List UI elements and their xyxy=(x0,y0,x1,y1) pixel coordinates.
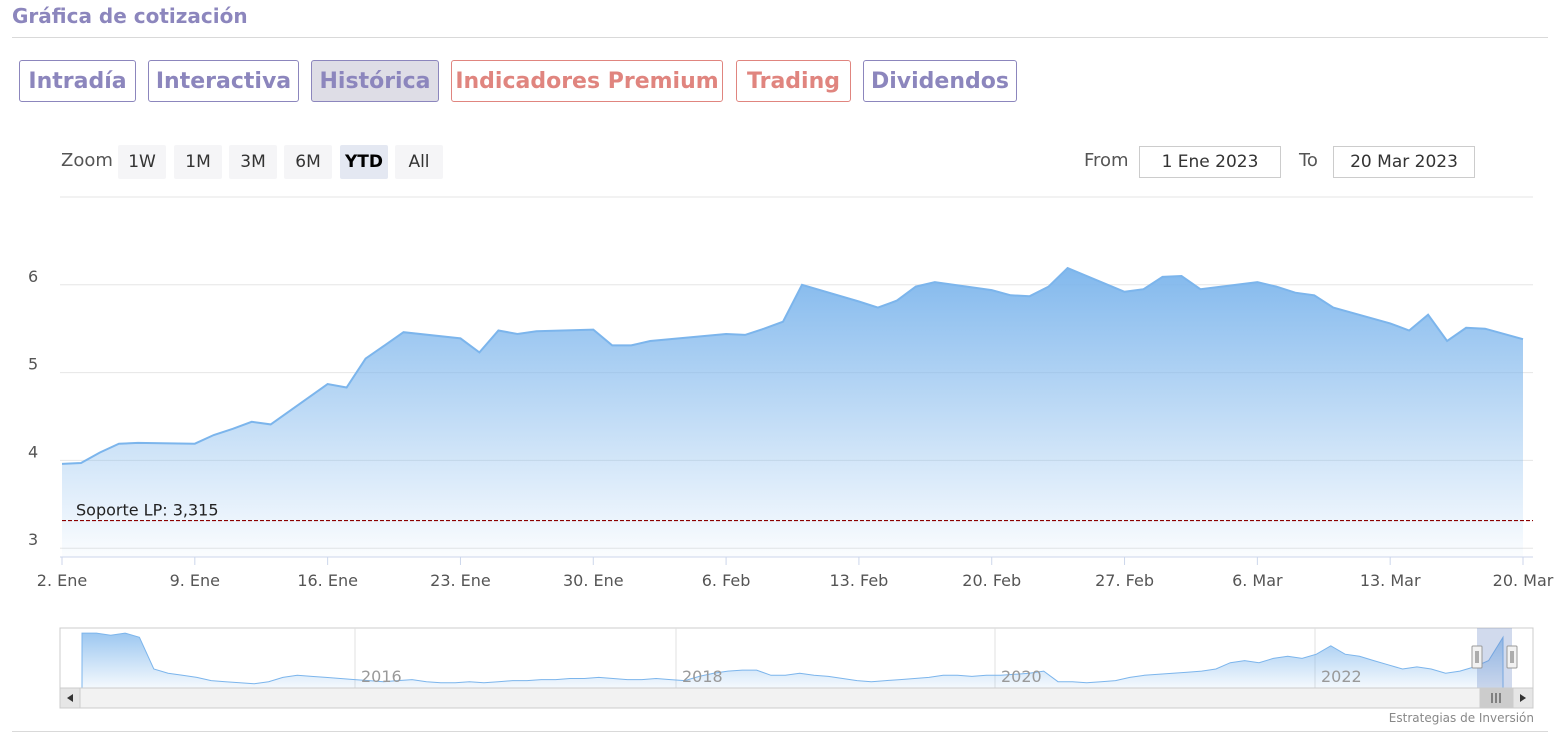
x-tick-label: 13. Feb xyxy=(829,571,888,590)
x-tick-label: 2. Ene xyxy=(37,571,87,590)
x-axis: 2. Ene 9. Ene 16. Ene 23. Ene 30. Ene 6. Feb 1… xyxy=(37,556,1554,590)
x-tick-label: 23. Ene xyxy=(430,571,491,590)
navigator-right-handle[interactable] xyxy=(1506,645,1518,669)
zoom-ytd-button[interactable]: YTD xyxy=(340,145,388,179)
zoom-6m-button[interactable]: 6M xyxy=(284,145,332,179)
range-to-label: To xyxy=(1299,150,1318,171)
bottom-divider xyxy=(12,731,1548,732)
navigator-year-label: 2022 xyxy=(1321,667,1362,686)
tab-intradia[interactable]: Intradía xyxy=(19,60,136,102)
navigator-left-handle[interactable] xyxy=(1471,645,1483,669)
zoom-1w-button[interactable]: 1W xyxy=(118,145,166,179)
navigator-year-label: 2016 xyxy=(361,667,402,686)
navigator-selection[interactable] xyxy=(1477,628,1512,688)
y-axis: 3 4 5 6 xyxy=(28,267,38,549)
x-tick-label: 16. Ene xyxy=(297,571,358,590)
navigator-series xyxy=(81,632,1504,689)
x-tick-label: 20. Mar xyxy=(1493,571,1554,590)
range-from-input[interactable] xyxy=(1139,146,1281,178)
y-tick-label: 4 xyxy=(28,442,38,461)
price-area xyxy=(62,268,1523,557)
navigator: 2016 2018 2020 2022 xyxy=(59,627,1534,709)
tab-dividendos[interactable]: Dividendos xyxy=(863,60,1017,102)
scrollbar-thumb[interactable] xyxy=(1479,687,1514,709)
range-from-label: From xyxy=(1084,150,1129,171)
x-tick-label: 9. Ene xyxy=(170,571,220,590)
chart-credits: Estrategias de Inversión xyxy=(1388,711,1534,725)
page-title: Gráfica de cotización xyxy=(12,4,248,28)
zoom-1m-button[interactable]: 1M xyxy=(174,145,222,179)
navigator-scrollbar-track[interactable] xyxy=(59,687,1534,709)
y-tick-label: 3 xyxy=(28,530,38,549)
x-tick-label: 13. Mar xyxy=(1360,571,1421,590)
zoom-3m-button[interactable]: 3M xyxy=(229,145,277,179)
title-divider xyxy=(12,37,1548,38)
scrollbar-right-arrow[interactable] xyxy=(1512,687,1534,709)
x-tick-label: 27. Feb xyxy=(1095,571,1154,590)
x-tick-label: 6. Mar xyxy=(1232,571,1283,590)
support-line-label: Soporte LP: 3,315 xyxy=(76,501,219,520)
x-tick-label: 20. Feb xyxy=(962,571,1021,590)
zoom-all-button[interactable]: All xyxy=(395,145,443,179)
x-tick-label: 6. Feb xyxy=(702,571,751,590)
y-tick-label: 6 xyxy=(28,267,38,286)
tab-trading[interactable]: Trading xyxy=(736,60,851,102)
zoom-label: Zoom xyxy=(61,150,113,171)
y-tick-label: 5 xyxy=(28,355,38,374)
scrollbar-left-arrow[interactable] xyxy=(59,687,81,709)
navigator-year-label: 2020 xyxy=(1001,667,1042,686)
tab-interactiva[interactable]: Interactiva xyxy=(148,60,299,102)
tab-historica[interactable]: Histórica xyxy=(311,60,439,102)
x-tick-label: 30. Ene xyxy=(563,571,624,590)
navigator-year-label: 2018 xyxy=(682,667,723,686)
range-to-input[interactable] xyxy=(1333,146,1475,178)
tab-indicadores-premium[interactable]: Indicadores Premium xyxy=(451,60,723,102)
price-series-line xyxy=(61,266,1524,465)
navigator-year-labels: 2016 2018 2020 2022 xyxy=(361,667,1362,686)
